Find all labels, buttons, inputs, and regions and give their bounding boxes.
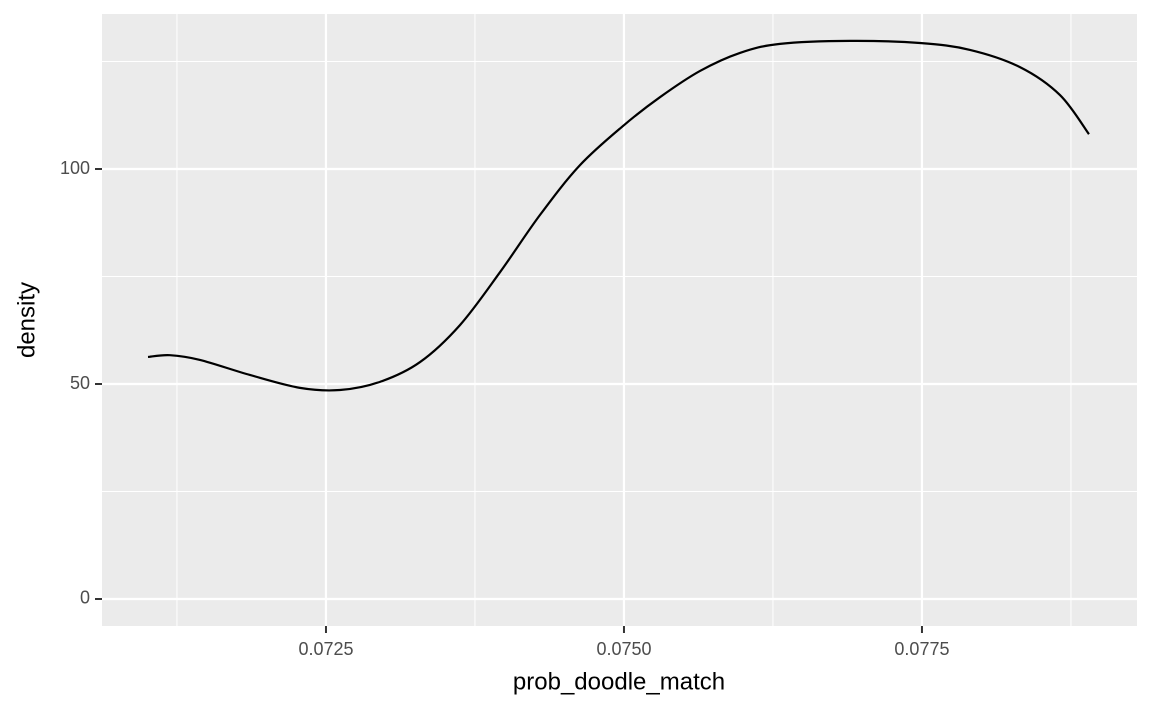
panel	[102, 14, 1137, 626]
y-axis-title: density	[13, 282, 40, 358]
y-tick-label: 100	[60, 158, 90, 178]
x-axis-title: prob_doodle_match	[513, 668, 725, 695]
y-tick-label: 50	[70, 373, 90, 393]
density-line	[147, 39, 1090, 392]
x-tick-label: 0.0725	[298, 639, 353, 659]
x-tick-label: 0.0750	[596, 639, 651, 659]
x-tick-label: 0.0775	[894, 639, 949, 659]
y-tick-label: 0	[80, 588, 90, 608]
